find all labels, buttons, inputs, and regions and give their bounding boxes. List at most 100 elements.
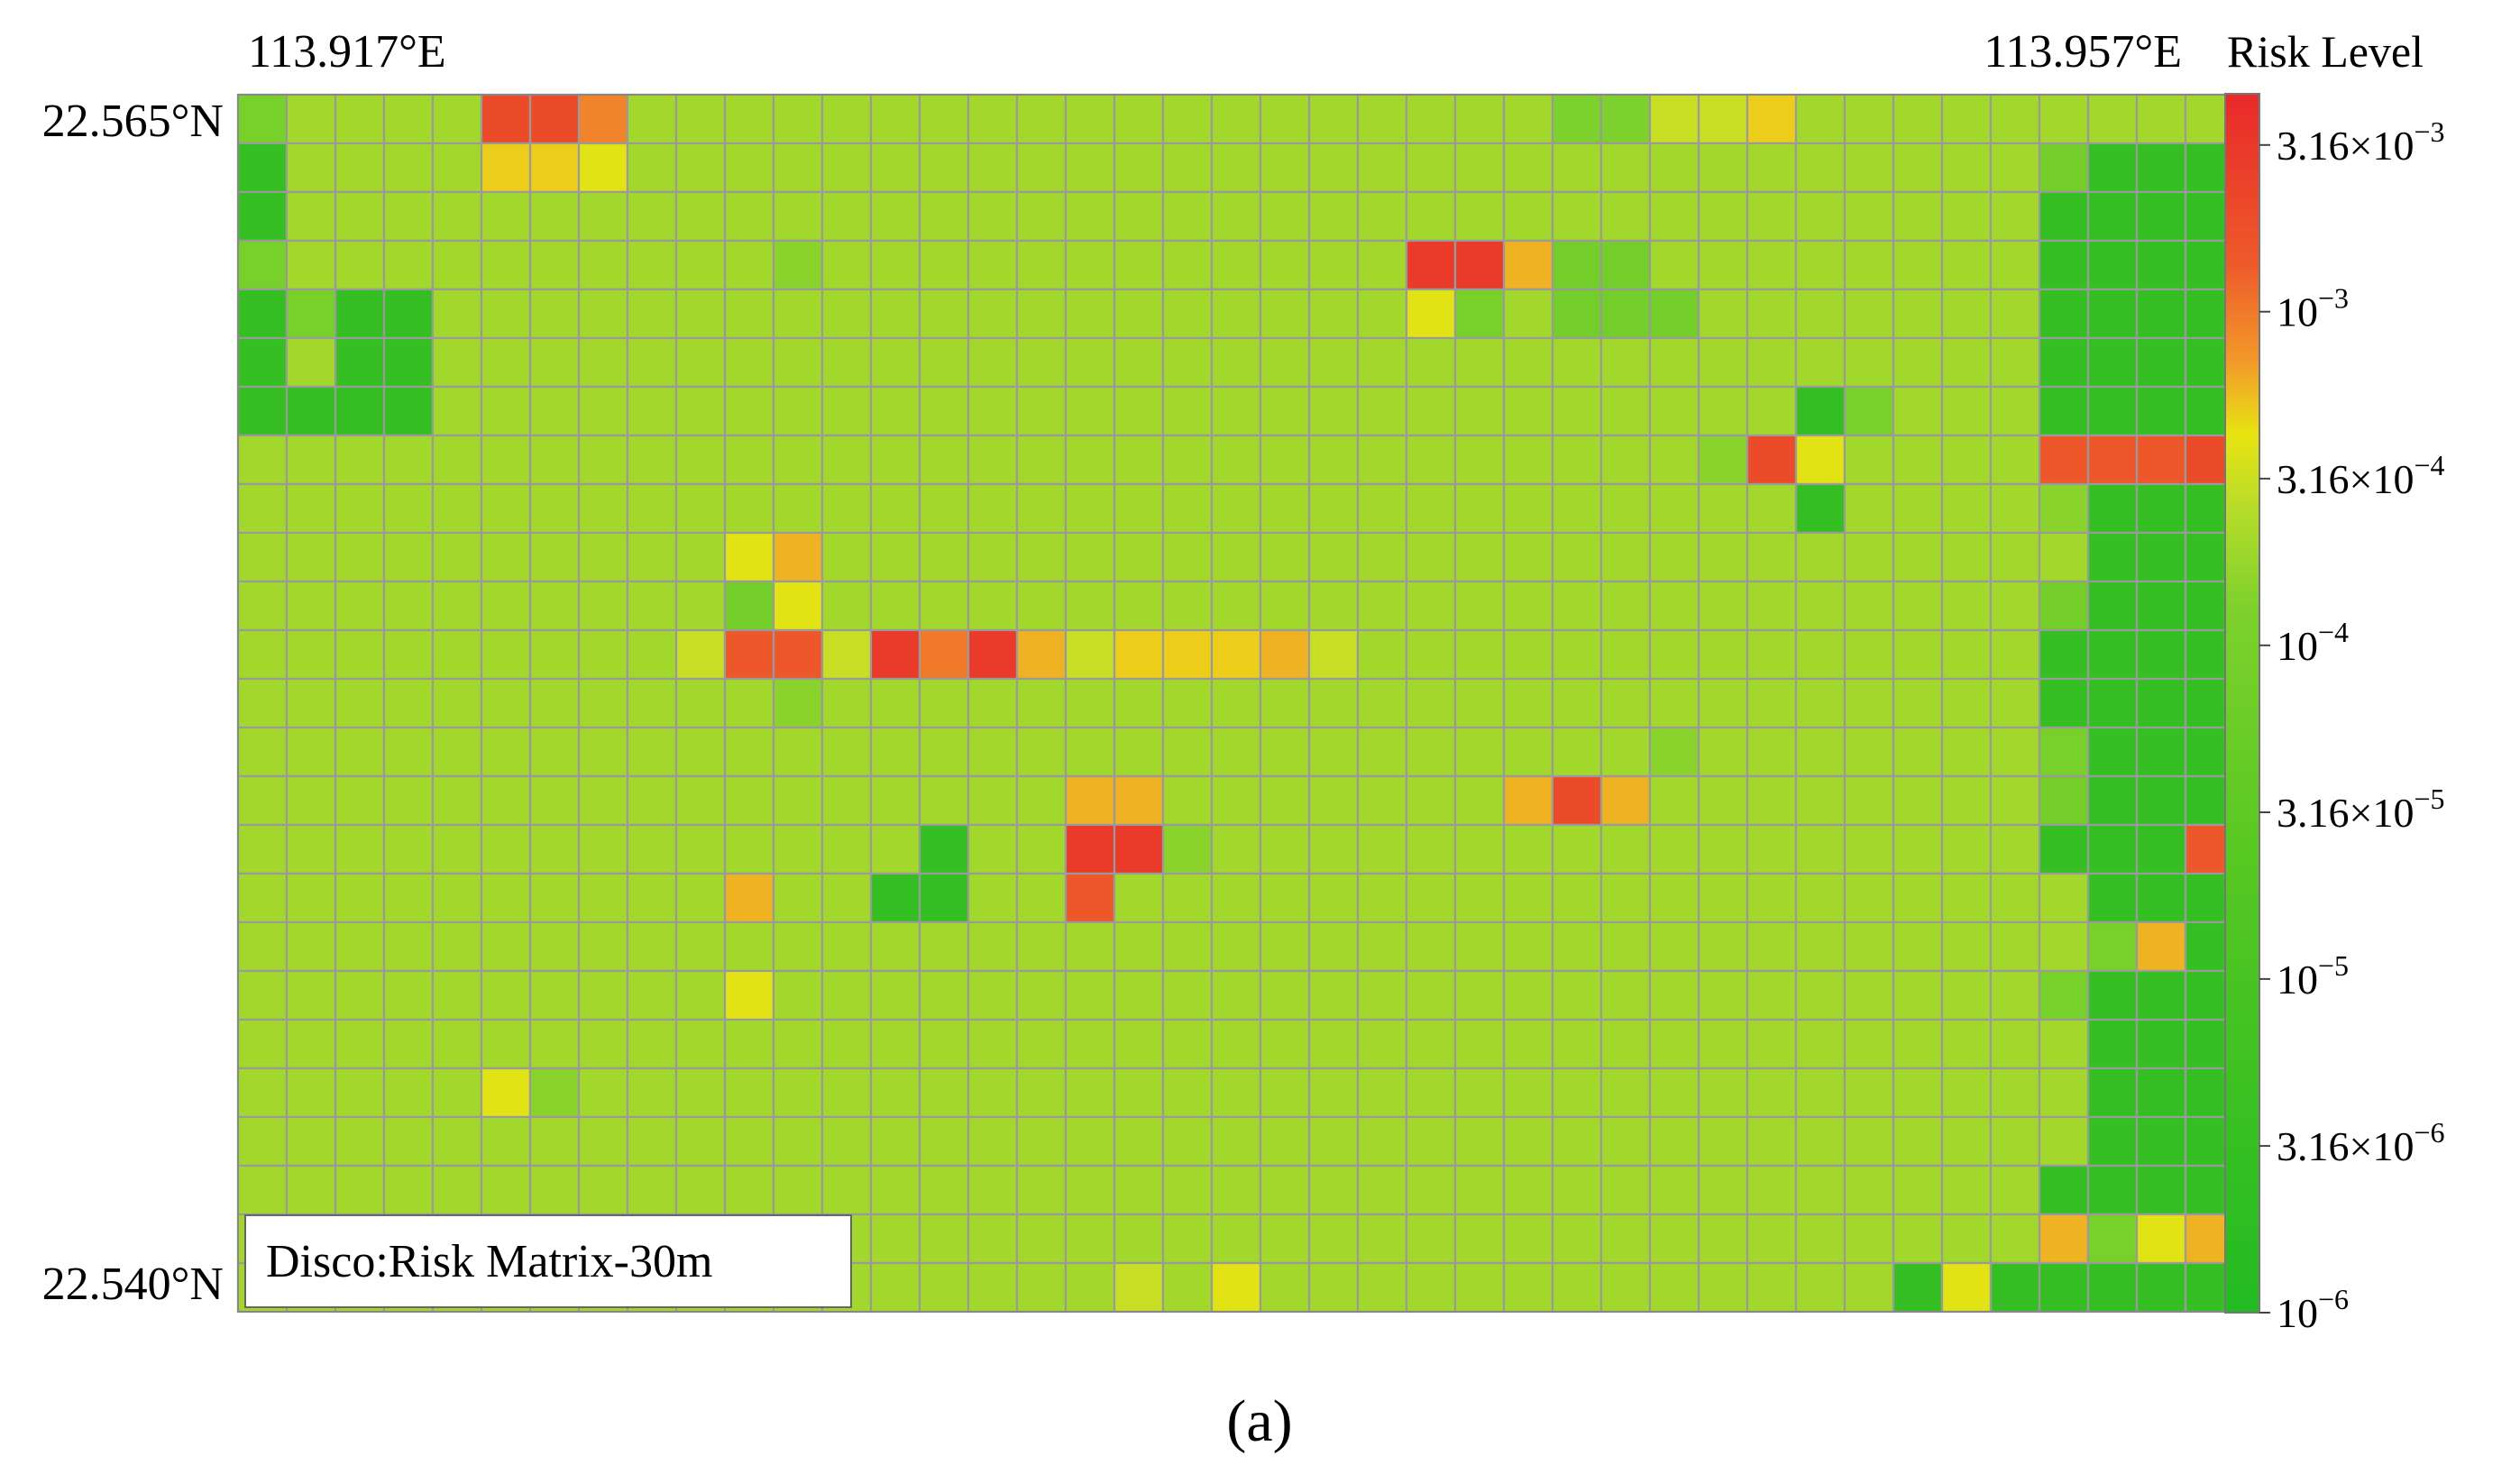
heatmap-cell <box>577 142 629 194</box>
heatmap-cell <box>1502 872 1554 924</box>
heatmap-cell <box>1794 190 1846 243</box>
heatmap-cell <box>1015 288 1068 340</box>
heatmap-cell <box>967 482 1019 535</box>
heatmap-cell <box>1746 872 1798 924</box>
heatmap-cell <box>1551 1018 1603 1070</box>
heatmap-cell <box>236 482 289 535</box>
heatmap-cell <box>626 1164 678 1216</box>
heatmap-cell <box>1794 336 1846 389</box>
heatmap-cell <box>1599 1213 1652 1265</box>
heatmap-cell <box>1989 190 2041 243</box>
heatmap-cell <box>480 434 532 486</box>
heatmap-cell <box>1113 531 1165 583</box>
heatmap-cell <box>1551 580 1603 632</box>
heatmap-cell <box>1161 93 1214 145</box>
heatmap-cell <box>1356 1213 1408 1265</box>
heatmap-cell <box>1746 580 1798 632</box>
heatmap-cell <box>285 531 337 583</box>
heatmap-cell <box>1648 288 1700 340</box>
heatmap-cell <box>1940 774 1993 827</box>
heatmap-cell <box>1064 1067 1116 1119</box>
heatmap-cell <box>1502 336 1554 389</box>
heatmap-cell <box>1210 482 1262 535</box>
heatmap-cell <box>1940 482 1993 535</box>
heatmap-cell <box>967 1164 1019 1216</box>
heatmap-cell <box>772 288 824 340</box>
heatmap-cell <box>1259 920 1311 973</box>
heatmap-cell <box>820 288 873 340</box>
heatmap-cell <box>674 1164 727 1216</box>
heatmap-cell <box>577 190 629 243</box>
heatmap-cell <box>528 531 581 583</box>
heatmap-cell <box>480 774 532 827</box>
heatmap-cell <box>1843 239 1895 291</box>
heatmap-cell <box>1015 385 1068 437</box>
heatmap-cell <box>918 288 970 340</box>
heatmap-cell <box>1599 1018 1652 1070</box>
heatmap-cell <box>1015 531 1068 583</box>
heatmap-cell <box>820 1164 873 1216</box>
heatmap-cell <box>334 872 386 924</box>
heatmap-cell <box>967 774 1019 827</box>
heatmap-cell <box>772 336 824 389</box>
heatmap-cell <box>1648 239 1700 291</box>
heatmap-cell <box>967 1115 1019 1167</box>
heatmap-cell <box>1502 1261 1554 1314</box>
heatmap-cell <box>334 385 386 437</box>
heatmap-cell <box>480 531 532 583</box>
heatmap-cell <box>2135 385 2187 437</box>
heatmap-cell <box>1307 628 1360 681</box>
heatmap-cell <box>285 288 337 340</box>
heatmap-cell <box>674 93 727 145</box>
heatmap-cell <box>382 628 435 681</box>
heatmap-cell <box>285 677 337 729</box>
heatmap-cell <box>1551 628 1603 681</box>
heatmap-cell <box>2038 531 2090 583</box>
heatmap-cell <box>577 1018 629 1070</box>
heatmap-cell <box>1113 872 1165 924</box>
heatmap-cell <box>772 823 824 875</box>
heatmap-cell <box>1697 190 1749 243</box>
heatmap-cell <box>1259 93 1311 145</box>
heatmap-cell <box>1892 142 1944 194</box>
heatmap-cell <box>918 1261 970 1314</box>
heatmap-cell <box>1843 774 1895 827</box>
heatmap-cell <box>674 531 727 583</box>
heatmap-cell <box>431 628 483 681</box>
heatmap-cell <box>626 920 678 973</box>
heatmap-cell <box>674 1018 727 1070</box>
heatmap-cell <box>2086 142 2139 194</box>
heatmap-cell <box>1405 142 1457 194</box>
heatmap-cell <box>285 1067 337 1119</box>
heatmap-cell <box>1453 920 1506 973</box>
heatmap-cell <box>528 580 581 632</box>
heatmap-cell <box>334 774 386 827</box>
heatmap-cell <box>285 239 337 291</box>
heatmap-cell <box>723 434 775 486</box>
heatmap-cell <box>674 239 727 291</box>
heatmap-cell <box>1161 872 1214 924</box>
heatmap-cell <box>334 823 386 875</box>
heatmap-cell <box>528 93 581 145</box>
heatmap-cell <box>1453 93 1506 145</box>
heatmap-cell <box>236 531 289 583</box>
heatmap-cell <box>528 482 581 535</box>
heatmap-cell <box>1356 336 1408 389</box>
colorbar-tick-label: 3.16×10−3 <box>2277 115 2445 169</box>
heatmap-cell <box>1551 1067 1603 1119</box>
heatmap-cell <box>2135 190 2187 243</box>
heatmap-cell <box>1940 628 1993 681</box>
heatmap-cell <box>1405 628 1457 681</box>
heatmap-cell <box>1259 677 1311 729</box>
heatmap-cell <box>2135 726 2187 778</box>
heatmap-cell <box>1843 580 1895 632</box>
heatmap-cell <box>2135 1164 2187 1216</box>
heatmap-cell <box>1648 1115 1700 1167</box>
heatmap-cell <box>1551 726 1603 778</box>
heatmap-cell <box>1307 288 1360 340</box>
heatmap-cell <box>1307 434 1360 486</box>
heatmap-cell <box>2038 1067 2090 1119</box>
heatmap-cell <box>431 726 483 778</box>
heatmap-cell <box>577 336 629 389</box>
heatmap-cell <box>918 336 970 389</box>
